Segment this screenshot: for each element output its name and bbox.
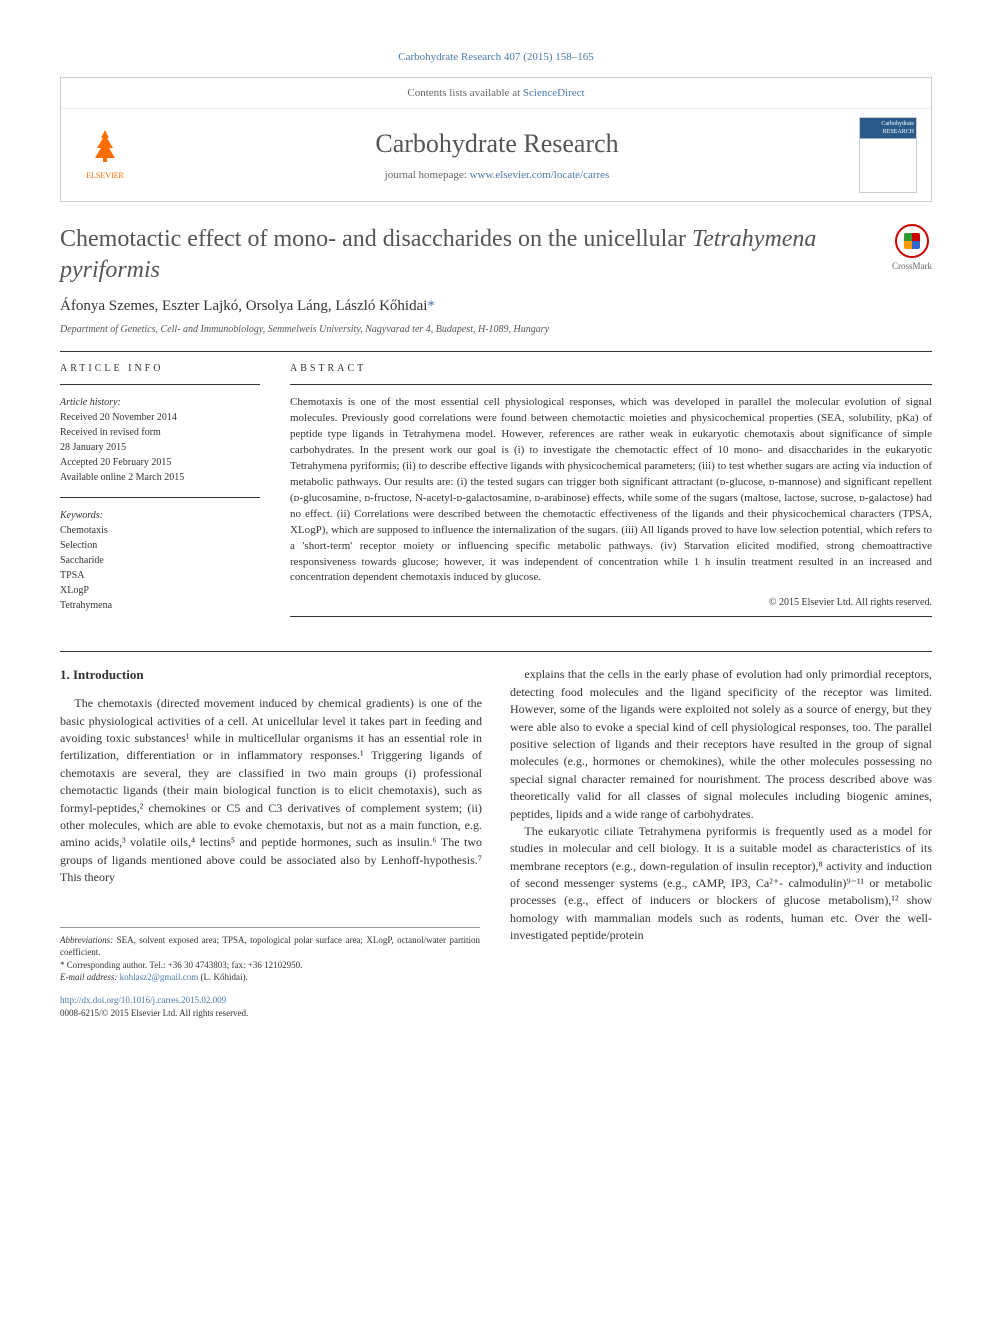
section-heading: 1. Introduction [60, 666, 482, 685]
homepage-prefix: journal homepage: [385, 169, 470, 181]
keyword: TPSA [60, 568, 260, 583]
crossmark-icon [895, 224, 929, 258]
elsevier-label: ELSEVIER [86, 170, 124, 181]
email-suffix: (L. Kőhidai). [198, 972, 248, 982]
intro-paragraph-2: explains that the cells in the early pha… [510, 666, 932, 823]
abbreviations-line: Abbreviations: SEA, solvent exposed area… [60, 934, 480, 959]
section-divider [60, 651, 932, 652]
doi-link[interactable]: http://dx.doi.org/10.1016/j.carres.2015.… [60, 995, 226, 1005]
abstract-text: Chemotaxis is one of the most essential … [290, 395, 932, 586]
abbrev-text: SEA, solvent exposed area; TPSA, topolog… [60, 935, 480, 958]
email-link[interactable]: kohlasz2@gmail.com [120, 972, 199, 982]
footnotes: Abbreviations: SEA, solvent exposed area… [60, 927, 480, 984]
body-column-left: 1. Introduction The chemotaxis (directed… [60, 666, 482, 1020]
cover-label: Carbohydrate RESEARCH [881, 121, 914, 135]
abstract-label: ABSTRACT [290, 362, 932, 376]
affiliation: Department of Genetics, Cell- and Immuno… [60, 323, 932, 337]
history-line: Accepted 20 February 2015 [60, 455, 260, 470]
corresponding-author-line: * Corresponding author. Tel.: +36 30 474… [60, 959, 480, 972]
history-line: 28 January 2015 [60, 440, 260, 455]
divider [60, 351, 932, 352]
authors-line: Áfonya Szemes, Eszter Lajkó, Orsolya Lán… [60, 296, 932, 317]
divider [290, 616, 932, 617]
email-line: E-mail address: kohlasz2@gmail.com (L. K… [60, 971, 480, 984]
homepage-link[interactable]: www.elsevier.com/locate/carres [470, 169, 610, 181]
crossmark-widget[interactable]: CrossMark [892, 224, 932, 273]
contents-available-line: Contents lists available at ScienceDirec… [61, 78, 931, 108]
history-label: Article history: [60, 395, 260, 410]
abbrev-label: Abbreviations: [60, 935, 113, 945]
article-title-line1: Chemotactic effect of mono- and disaccha… [60, 226, 692, 252]
abstract-column: ABSTRACT Chemotaxis is one of the most e… [290, 362, 932, 627]
email-label: E-mail address: [60, 972, 120, 982]
contents-prefix: Contents lists available at [407, 87, 522, 99]
keyword: Tetrahymena [60, 598, 260, 613]
history-line: Received 20 November 2014 [60, 410, 260, 425]
history-line: Received in revised form [60, 425, 260, 440]
keywords-label: Keywords: [60, 508, 260, 523]
body-column-right: explains that the cells in the early pha… [510, 666, 932, 1020]
authors-names: Áfonya Szemes, Eszter Lajkó, Orsolya Lán… [60, 298, 427, 314]
issn-copyright: 0008-6215/© 2015 Elsevier Ltd. All right… [60, 1008, 248, 1018]
elsevier-logo: ELSEVIER [75, 125, 135, 185]
article-title: Chemotactic effect of mono- and disaccha… [60, 224, 872, 286]
keyword: XLogP [60, 583, 260, 598]
keyword: Chemotaxis [60, 523, 260, 538]
footer-links: http://dx.doi.org/10.1016/j.carres.2015.… [60, 994, 482, 1020]
elsevier-tree-icon [85, 128, 125, 170]
history-line: Available online 2 March 2015 [60, 470, 260, 485]
intro-paragraph-1: The chemotaxis (directed movement induce… [60, 695, 482, 886]
journal-title: Carbohydrate Research [135, 126, 859, 162]
keyword: Saccharide [60, 553, 260, 568]
body-columns: 1. Introduction The chemotaxis (directed… [60, 666, 932, 1020]
keywords-block: Keywords: Chemotaxis Selection Saccharid… [60, 508, 260, 613]
homepage-line: journal homepage: www.elsevier.com/locat… [135, 168, 859, 183]
journal-cover-thumbnail: Carbohydrate RESEARCH [859, 117, 917, 193]
keyword: Selection [60, 538, 260, 553]
divider [60, 497, 260, 498]
divider [290, 384, 932, 385]
corresponding-marker: * [427, 298, 435, 314]
article-info-label: ARTICLE INFO [60, 362, 260, 376]
crossmark-label: CrossMark [892, 260, 932, 273]
sciencedirect-link[interactable]: ScienceDirect [523, 87, 585, 99]
journal-header-box: Contents lists available at ScienceDirec… [60, 77, 932, 201]
article-history-block: Article history: Received 20 November 20… [60, 395, 260, 485]
abstract-copyright: © 2015 Elsevier Ltd. All rights reserved… [290, 596, 932, 610]
divider [60, 384, 260, 385]
journal-reference: Carbohydrate Research 407 (2015) 158–165 [60, 50, 932, 65]
intro-paragraph-3: The eukaryotic ciliate Tetrahymena pyrif… [510, 823, 932, 945]
article-info-column: ARTICLE INFO Article history: Received 2… [60, 362, 260, 627]
